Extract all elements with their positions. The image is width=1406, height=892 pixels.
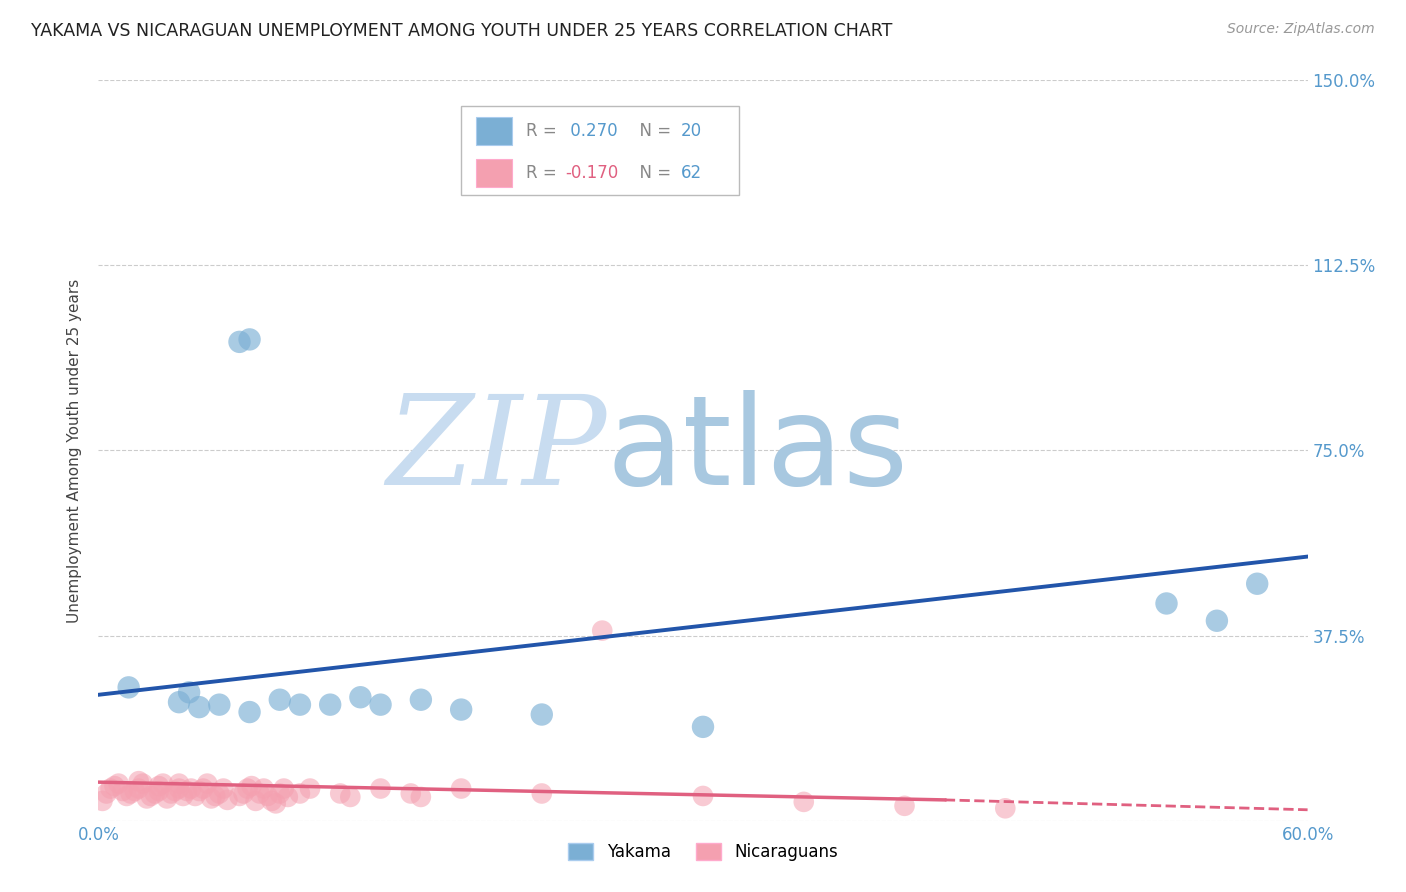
Point	[399, 787, 422, 801]
Point	[409, 692, 432, 706]
Point	[240, 779, 263, 793]
Point	[288, 698, 311, 712]
Point	[172, 789, 194, 803]
Point	[260, 794, 283, 808]
Y-axis label: Unemployment Among Youth under 25 years: Unemployment Among Youth under 25 years	[67, 278, 83, 623]
Point	[103, 779, 125, 793]
Point	[269, 787, 291, 801]
Point	[269, 692, 291, 706]
Text: N =: N =	[630, 164, 676, 182]
Point	[288, 787, 311, 801]
Point	[128, 774, 150, 789]
Point	[239, 705, 262, 719]
Point	[893, 798, 915, 813]
Point	[793, 795, 815, 809]
Point	[256, 789, 278, 803]
Point	[115, 789, 138, 803]
Point	[180, 781, 202, 796]
Point	[167, 776, 190, 791]
Point	[188, 784, 211, 798]
Text: -0.170: -0.170	[565, 164, 619, 182]
Point	[160, 787, 183, 801]
Point	[692, 720, 714, 734]
Point	[163, 784, 186, 798]
Point	[370, 781, 392, 796]
Point	[339, 789, 361, 804]
Text: atlas: atlas	[606, 390, 908, 511]
Point	[217, 793, 239, 807]
Point	[329, 787, 352, 801]
Point	[111, 784, 134, 798]
Point	[204, 789, 226, 803]
Point	[118, 681, 141, 695]
Point	[208, 698, 231, 712]
Point	[239, 333, 262, 347]
Point	[212, 781, 235, 796]
Point	[1156, 597, 1178, 611]
Point	[273, 781, 295, 796]
Point	[994, 801, 1017, 815]
Point	[349, 690, 371, 705]
Point	[143, 787, 166, 801]
FancyBboxPatch shape	[475, 159, 512, 187]
Point	[450, 703, 472, 717]
Text: N =: N =	[630, 122, 676, 140]
Point	[228, 789, 250, 803]
Text: 20: 20	[682, 122, 703, 140]
Point	[148, 779, 170, 793]
Point	[232, 787, 254, 801]
Text: Source: ZipAtlas.com: Source: ZipAtlas.com	[1227, 22, 1375, 37]
Legend: Yakama, Nicaraguans: Yakama, Nicaraguans	[561, 837, 845, 868]
Point	[200, 791, 222, 805]
Point	[179, 685, 201, 699]
Point	[167, 781, 190, 796]
Point	[120, 787, 142, 801]
Point	[253, 781, 276, 796]
FancyBboxPatch shape	[475, 117, 512, 145]
Point	[139, 789, 162, 803]
Point	[245, 794, 267, 808]
Point	[409, 789, 432, 804]
Point	[1246, 576, 1268, 591]
Point	[152, 776, 174, 791]
Text: R =: R =	[526, 164, 562, 182]
Point	[692, 789, 714, 803]
Point	[100, 781, 122, 796]
Point	[264, 797, 287, 811]
Point	[91, 794, 114, 808]
Text: 0.270: 0.270	[565, 122, 617, 140]
Point	[277, 789, 299, 804]
Text: ZIP: ZIP	[385, 390, 606, 511]
Point	[193, 781, 215, 796]
Text: 62: 62	[682, 164, 703, 182]
Point	[450, 781, 472, 796]
Point	[184, 789, 207, 803]
Point	[107, 776, 129, 791]
Point	[167, 695, 190, 709]
Point	[319, 698, 342, 712]
Point	[128, 781, 150, 796]
Point	[299, 781, 322, 796]
Point	[228, 334, 250, 349]
Point	[176, 784, 198, 798]
Point	[530, 707, 553, 722]
Text: R =: R =	[526, 122, 562, 140]
Point	[148, 784, 170, 798]
Point	[124, 784, 146, 798]
Point	[132, 776, 155, 791]
FancyBboxPatch shape	[461, 106, 740, 195]
Point	[156, 791, 179, 805]
Point	[96, 787, 118, 801]
Point	[530, 787, 553, 801]
Point	[188, 700, 211, 714]
Text: YAKAMA VS NICARAGUAN UNEMPLOYMENT AMONG YOUTH UNDER 25 YEARS CORRELATION CHART: YAKAMA VS NICARAGUAN UNEMPLOYMENT AMONG …	[31, 22, 893, 40]
Point	[236, 781, 259, 796]
Point	[249, 787, 271, 801]
Point	[370, 698, 392, 712]
Point	[135, 791, 157, 805]
Point	[591, 624, 613, 638]
Point	[208, 787, 231, 801]
Point	[195, 776, 218, 791]
Point	[1206, 614, 1229, 628]
